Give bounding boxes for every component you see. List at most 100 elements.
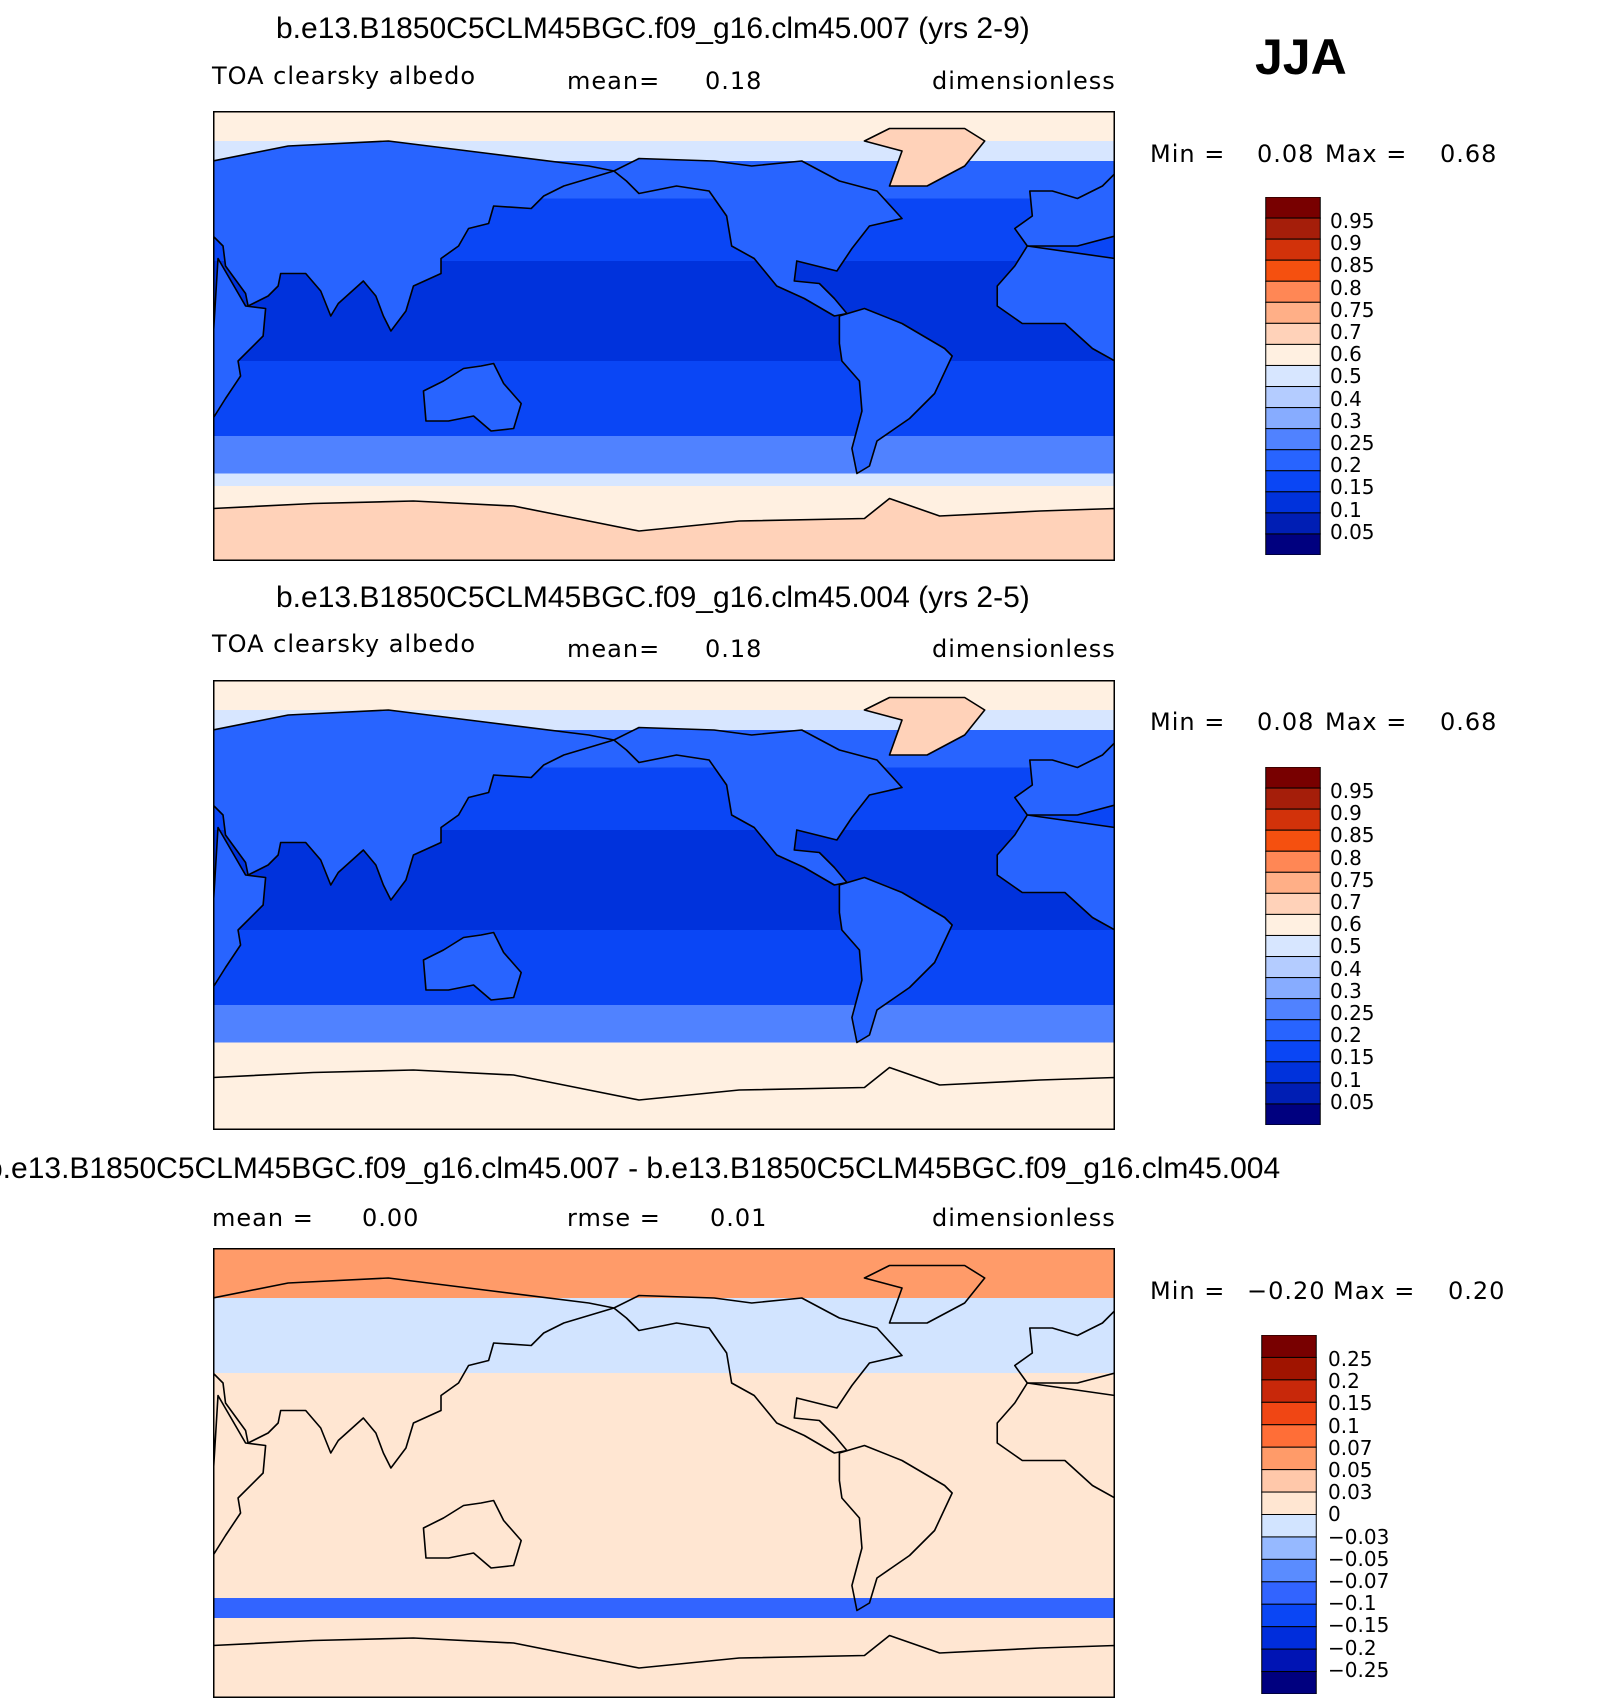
colorbar-swatch-1: [1265, 787, 1321, 810]
africa-outline: [213, 826, 267, 989]
colorbar-swatch-15: [1265, 512, 1321, 535]
colorbar-tick-label: 0.75: [1330, 297, 1375, 322]
colorbar-swatch-8: [1265, 364, 1321, 388]
panel-1-map: [213, 111, 1115, 561]
south-america-outline: [838, 876, 953, 1044]
colorbar-tick-label: 0.95: [1330, 209, 1375, 233]
colorbar-swatch-2: [1265, 238, 1321, 261]
colorbar-tick-label: 0.8: [1330, 275, 1362, 300]
zonal-band-4: [213, 1618, 1115, 1698]
antarctica-outline: [213, 1634, 1115, 1698]
colorbar-tick-label: 0.1: [1328, 1413, 1360, 1438]
greenland-outline: [863, 696, 986, 756]
colorbar-swatch-3: [1261, 1401, 1317, 1426]
colorbar-swatch-4: [1265, 280, 1321, 303]
colorbar-tick-label: 0.7: [1330, 890, 1362, 914]
panel-2-mean-label: mean=: [567, 635, 661, 663]
panel-2-mean-value: 0.18: [705, 635, 763, 663]
colorbar-tick-label: 0.7: [1330, 320, 1362, 344]
panel-1-variable: TOA clearsky albedo: [212, 62, 477, 90]
colorbar-tick-label: 0.15: [1328, 1391, 1373, 1416]
zonal-band-0: [213, 1248, 1115, 1298]
panel-1-max-value: 0.68: [1440, 140, 1498, 168]
panel-3-min-label: Min =: [1150, 1277, 1226, 1305]
colorbar-swatch-16: [1265, 1103, 1321, 1125]
colorbar-swatch-15: [1265, 1082, 1321, 1105]
colorbar-swatch-14: [1265, 491, 1321, 514]
africa-outline: [213, 1394, 267, 1557]
colorbar-swatch-12: [1261, 1603, 1317, 1628]
colorbar-swatch-6: [1261, 1469, 1317, 1493]
greenland-outline: [863, 127, 986, 187]
colorbar-tick-label: 0: [1328, 1502, 1341, 1527]
colorbar-swatch-5: [1265, 301, 1321, 324]
panel-1-title: b.e13.B1850C5CLM45BGC.f09_g16.clm45.007 …: [276, 12, 1030, 45]
colorbar-tick-label: 0.9: [1330, 801, 1362, 826]
colorbar-swatch-6: [1265, 892, 1321, 915]
colorbar-swatch-8: [1265, 934, 1321, 958]
greenland-outline: [863, 1264, 986, 1324]
colorbar-swatch-4: [1265, 850, 1321, 873]
colorbar-tick-label: 0.25: [1330, 431, 1375, 455]
colorbar-swatch-9: [1265, 956, 1321, 979]
panel-3-units: dimensionless: [932, 1204, 1116, 1232]
colorbar-tick-label: 0.05: [1330, 1089, 1375, 1114]
colorbar-swatch-5: [1265, 871, 1321, 894]
colorbar-tick-label: −0.03: [1328, 1524, 1390, 1549]
colorbar-swatch-7: [1265, 343, 1321, 366]
colorbar-tick-label: 0.25: [1330, 1001, 1375, 1025]
colorbar-swatch-14: [1265, 1061, 1321, 1084]
antarctica-outline: [213, 1066, 1115, 1130]
colorbar-tick-label: 0.3: [1330, 978, 1362, 1003]
panel-2-min-label: Min =: [1150, 708, 1226, 736]
panel-3-map: [213, 1248, 1115, 1698]
panel-1-min-value: 0.08: [1257, 140, 1315, 168]
colorbar-swatch-9: [1265, 386, 1321, 409]
colorbar-tick-label: 0.5: [1330, 934, 1362, 959]
colorbar-tick-label: 0.15: [1330, 475, 1375, 500]
colorbar-tick-label: 0.85: [1330, 253, 1375, 278]
zonal-band-1: [213, 1298, 1115, 1373]
colorbar-swatch-3: [1265, 259, 1321, 282]
colorbar-swatch-0: [1261, 1335, 1317, 1358]
colorbar-tick-label: 0.03: [1328, 1480, 1373, 1505]
colorbar-swatch-1: [1265, 217, 1321, 240]
africa-west-outline: [996, 1382, 1115, 1499]
panel-1-mean-value: 0.18: [705, 67, 763, 95]
colorbar-tick-label: 0.3: [1330, 408, 1362, 433]
panel-3-max-value: 0.20: [1448, 1277, 1506, 1305]
colorbar-tick-label: 0.75: [1330, 867, 1375, 892]
colorbar-swatch-13: [1261, 1626, 1317, 1650]
panel-2-variable: TOA clearsky albedo: [212, 630, 477, 658]
colorbar-swatch-11: [1265, 428, 1321, 451]
eurasia-outline: [213, 709, 615, 901]
africa-west-outline: [996, 245, 1115, 362]
panel-2-colorbar: [1265, 767, 1321, 1125]
colorbar-tick-label: 0.1: [1330, 497, 1362, 522]
colorbar-tick-label: −0.25: [1328, 1657, 1390, 1682]
panel-2-map: [213, 680, 1115, 1130]
season-label: JJA: [1255, 29, 1347, 85]
map-frame: [213, 1248, 1115, 1698]
colorbar-tick-label: −0.2: [1328, 1635, 1377, 1660]
panel-3-min-value: −0.20: [1247, 1277, 1326, 1305]
panel-3-max-label: Max =: [1333, 1277, 1416, 1305]
north-america-outline: [613, 1294, 903, 1454]
colorbar-swatch-12: [1265, 1019, 1321, 1042]
colorbar-swatch-11: [1261, 1581, 1317, 1605]
colorbar-tick-label: −0.15: [1328, 1613, 1390, 1638]
colorbar-swatch-11: [1265, 998, 1321, 1021]
eurasia-outline: [213, 1277, 615, 1469]
europe-west-outline: [1013, 741, 1115, 816]
colorbar-swatch-2: [1261, 1379, 1317, 1403]
eurasia-outline: [213, 140, 615, 332]
europe-west-outline: [1013, 172, 1115, 247]
australia-outline: [422, 931, 522, 1001]
zonal-band-2: [213, 1373, 1115, 1598]
colorbar-swatch-0: [1265, 197, 1321, 219]
australia-outline: [422, 1499, 522, 1569]
colorbar-tick-label: 0.6: [1330, 912, 1362, 937]
colorbar-swatch-12: [1265, 449, 1321, 472]
panel-3-mean-label: mean =: [212, 1204, 314, 1232]
colorbar-tick-label: 0.85: [1330, 823, 1375, 848]
